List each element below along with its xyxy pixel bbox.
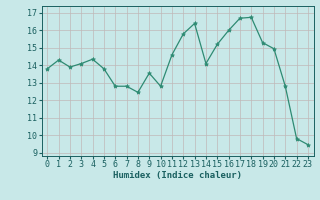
X-axis label: Humidex (Indice chaleur): Humidex (Indice chaleur) (113, 171, 242, 180)
